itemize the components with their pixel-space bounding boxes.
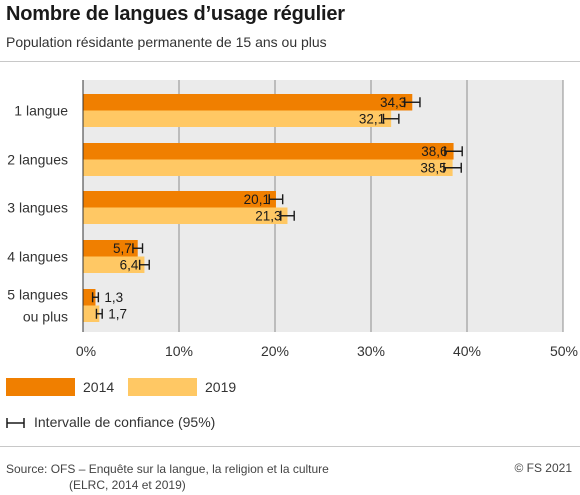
value-label: 38,6: [421, 144, 447, 159]
source-line-2: (ELRC, 2014 et 2019): [69, 478, 186, 492]
category-label: 4 langues: [7, 249, 68, 265]
x-tick-label: 30%: [357, 343, 385, 359]
value-label: 1,3: [104, 290, 123, 305]
legend-label-ci: Intervalle de confiance (95%): [34, 414, 216, 430]
value-label: 38,5: [420, 161, 446, 176]
value-label: 34,3: [380, 95, 406, 110]
category-label: 2 langues: [7, 152, 68, 168]
category-label: ou plus: [23, 309, 68, 325]
bottom-divider: [0, 446, 580, 447]
legend-swatch-2014: [6, 378, 75, 396]
value-label: 20,1: [244, 192, 270, 207]
x-tick-label: 50%: [550, 343, 578, 359]
legend-swatch-2019: [128, 378, 197, 396]
bar-2014: [83, 143, 454, 160]
value-label: 6,4: [120, 258, 139, 273]
top-divider: [0, 61, 580, 62]
x-tick-label: 40%: [453, 343, 481, 359]
bar-2014: [83, 191, 276, 208]
bar-2019: [83, 207, 288, 224]
bar-2019: [83, 256, 145, 273]
bar-2019: [83, 110, 392, 127]
legend-label-2019: 2019: [205, 379, 237, 395]
value-label: 1,7: [108, 307, 127, 322]
bar-2019: [83, 305, 100, 322]
category-label: 3 langues: [7, 200, 68, 216]
value-label: 32,1: [359, 112, 385, 127]
plot-area: 1 langue 34,3 32,1 2 langues 38,6 38,5 3 langu…: [7, 80, 578, 359]
source-note: Source: OFS – Enquête sur la langue, la …: [6, 461, 329, 493]
chart-title: Nombre de langues d’usage régulier: [6, 3, 345, 25]
legend-label-2014: 2014: [83, 379, 115, 395]
bar-2014: [83, 94, 413, 111]
source-line-1: Source: OFS – Enquête sur la langue, la …: [6, 462, 329, 476]
copyright: © FS 2021: [514, 461, 572, 475]
x-tick-label: 10%: [165, 343, 193, 359]
bar-2019: [83, 159, 453, 176]
value-label: 21,3: [255, 209, 281, 224]
bar-chart: 1 langue 34,3 32,1 2 langues 38,6 38,5 3 langu…: [7, 80, 578, 359]
bar-2014: [83, 240, 138, 257]
category-label: 1 langue: [14, 103, 68, 119]
error-bar-icon: [6, 418, 25, 428]
chart-subtitle: Population résidante permanente de 15 an…: [6, 34, 327, 50]
category-label: 5 langues: [7, 287, 68, 303]
x-tick-label: 20%: [261, 343, 289, 359]
x-tick-label: 0%: [76, 343, 96, 359]
value-label: 5,7: [113, 241, 132, 256]
